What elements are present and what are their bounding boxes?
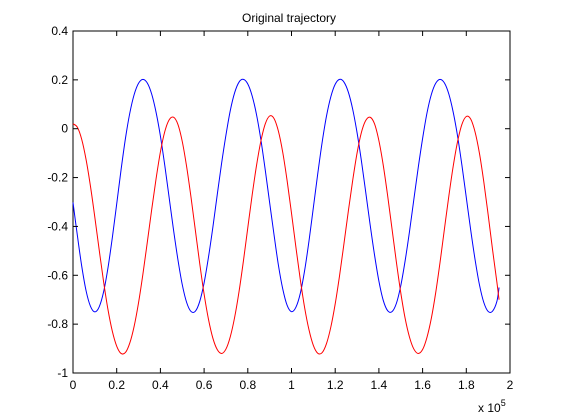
x-tick-label: 1.2: [327, 378, 344, 392]
x-axis-exponent-base: x 10: [478, 401, 501, 415]
y-tick-label: -0.6: [47, 268, 68, 282]
x-tick-label: 2: [507, 378, 514, 392]
series-line-2: [72, 115, 500, 355]
y-tick-label: -0.4: [47, 219, 68, 233]
x-tick-label: 1.8: [458, 378, 475, 392]
y-tick-label: 0: [61, 122, 68, 136]
y-tick-label: 0.2: [51, 73, 68, 87]
x-tick-label: 0.8: [239, 378, 256, 392]
y-tick-label: -1: [57, 366, 68, 380]
chart-title: Original trajectory: [242, 11, 336, 25]
series-layer: [72, 78, 500, 355]
x-axis-exponent-power: 5: [501, 398, 506, 408]
x-tick-label: 1.6: [414, 378, 431, 392]
x-axis-ticks: 0 0.2 0.4 0.6 0.8 1 1.2 1.4 1.6 1.8 2: [70, 31, 514, 392]
y-tick-label: -0.8: [47, 317, 68, 331]
plot-area: [72, 30, 511, 374]
x-tick-label: 0.6: [196, 378, 213, 392]
x-axis-exponent: x 105: [478, 398, 506, 415]
x-tick-label: 1.4: [371, 378, 388, 392]
x-tick-label: 0.4: [152, 378, 169, 392]
x-tick-label: 0: [70, 378, 77, 392]
series-line-1: [72, 78, 500, 313]
y-tick-label: -0.2: [47, 171, 68, 185]
y-axis-ticks: -1 -0.8 -0.6 -0.4 -0.2 0 0.2 0.4: [47, 24, 510, 380]
x-tick-label: 0.2: [108, 378, 125, 392]
y-tick-label: 0.4: [51, 24, 68, 38]
x-tick-label: 1: [288, 378, 295, 392]
